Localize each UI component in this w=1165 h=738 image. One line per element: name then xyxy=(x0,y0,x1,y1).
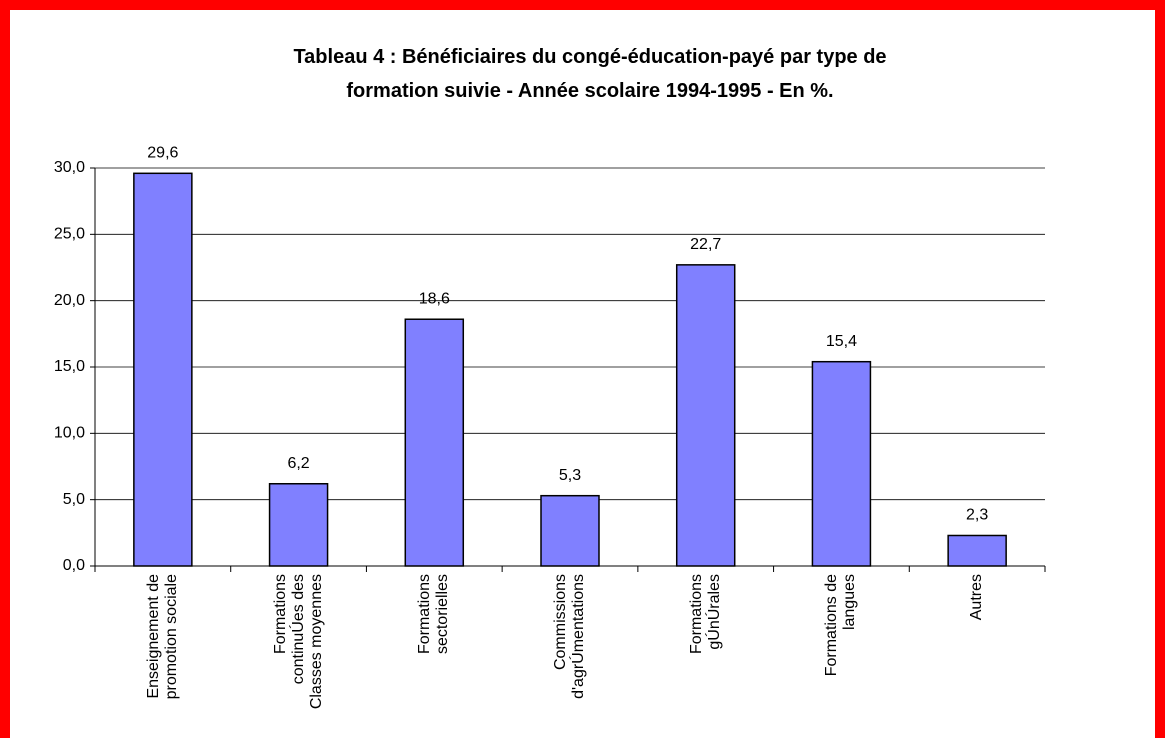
value-label: 6,2 xyxy=(287,455,309,472)
title-box: Tableau 4 : Bénéficiaires du congé-éduca… xyxy=(293,46,887,102)
x-tick-label: Formations continuÚes des Classes moyenn… xyxy=(271,574,325,710)
bar xyxy=(404,318,465,567)
x-tick-label: Formations de langues xyxy=(823,574,859,677)
bar xyxy=(268,482,329,567)
y-tick-label: 0,0 xyxy=(63,557,85,574)
bar xyxy=(811,360,872,567)
value-label: 29,6 xyxy=(147,145,178,162)
x-tick-label: Commissions d'agrÚmentations xyxy=(552,574,587,699)
y-tick-label: 10,0 xyxy=(54,425,85,442)
y-tick-label: 5,0 xyxy=(63,491,85,508)
y-tick-label: 15,0 xyxy=(54,358,85,375)
x-tick-label: Formations gÚnÚrales xyxy=(687,574,723,655)
x-tick-label: Autres xyxy=(968,574,986,621)
value-label: 2,3 xyxy=(966,507,988,524)
value-label: 22,7 xyxy=(690,236,721,253)
bar xyxy=(540,494,600,567)
bar xyxy=(947,534,1007,567)
x-tick-label: Enseignement de promotion sociale xyxy=(144,574,180,700)
chart-title: Tableau 4 : Bénéficiaires du congé-éduca… xyxy=(293,46,887,102)
y-tick-label: 25,0 xyxy=(54,226,85,243)
bar xyxy=(133,172,193,567)
bar xyxy=(675,264,736,567)
value-label: 5,3 xyxy=(559,467,581,484)
y-tick-label: 30,0 xyxy=(54,159,85,176)
value-label: 15,4 xyxy=(826,333,857,350)
x-tick-label: Formations sectorielles xyxy=(416,574,452,655)
y-tick-label: 20,0 xyxy=(54,292,85,309)
value-label: 18,6 xyxy=(419,290,450,307)
